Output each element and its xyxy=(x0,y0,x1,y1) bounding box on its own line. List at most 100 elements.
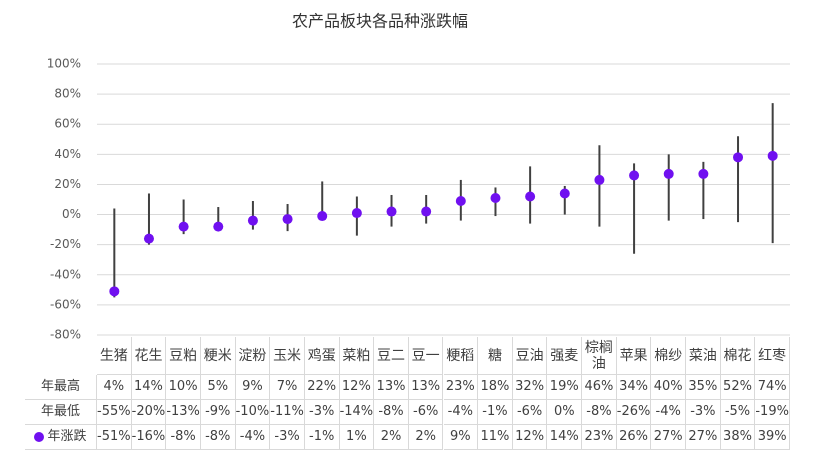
table-value: 18% xyxy=(478,375,513,400)
table-value: 23% xyxy=(443,375,479,400)
change-dot xyxy=(698,168,709,179)
category-label: 棉纱 xyxy=(651,337,687,375)
table-value: -8% xyxy=(374,400,409,425)
change-dot xyxy=(109,286,120,297)
category-label: 花生 xyxy=(131,337,167,375)
table-value: -11% xyxy=(270,400,305,425)
table-value: 74% xyxy=(755,375,790,400)
table-value: 40% xyxy=(651,375,687,400)
category-label: 粳稻 xyxy=(443,337,479,375)
change-dot xyxy=(559,188,570,199)
change-dot xyxy=(178,221,189,232)
change-dot xyxy=(663,168,674,179)
table-value: -6% xyxy=(512,400,548,425)
table-value: -16% xyxy=(131,425,167,450)
y-tick-label: 100% xyxy=(47,57,81,71)
change-dot xyxy=(317,211,328,222)
table-value: -1% xyxy=(478,400,513,425)
table-value: 7% xyxy=(270,375,305,400)
category-label: 淀粉 xyxy=(235,337,271,375)
table-value: -8% xyxy=(200,425,236,450)
row-header: 年涨跌 xyxy=(25,425,97,450)
y-tick-label: 60% xyxy=(54,117,81,131)
category-label: 棉花 xyxy=(720,337,756,375)
category-label: 棕榈油 xyxy=(582,337,617,375)
table-value: -4% xyxy=(235,425,271,450)
table-value: 4% xyxy=(97,375,132,400)
category-label: 豆二 xyxy=(374,337,409,375)
change-dot xyxy=(594,174,605,185)
category-label: 苹果 xyxy=(616,337,652,375)
table-value: -4% xyxy=(443,400,479,425)
change-dot xyxy=(282,214,293,225)
table-value: 9% xyxy=(443,425,479,450)
y-tick-label: 80% xyxy=(54,87,81,101)
table-value: 46% xyxy=(582,375,617,400)
chart-title: 农产品板块各品种涨跌幅 xyxy=(292,12,468,31)
table-value: -3% xyxy=(686,400,721,425)
category-label: 豆一 xyxy=(408,337,444,375)
table-value: 12% xyxy=(512,425,548,450)
table-value: 14% xyxy=(547,425,583,450)
table-value: 26% xyxy=(616,425,652,450)
category-label: 生猪 xyxy=(97,337,132,375)
table-value: -26% xyxy=(616,400,652,425)
table-value: 1% xyxy=(339,425,375,450)
table-value: 13% xyxy=(374,375,409,400)
category-label: 强麦 xyxy=(547,337,583,375)
change-dot xyxy=(490,192,501,203)
table-value: -6% xyxy=(408,400,444,425)
legend-label: 年最高 xyxy=(40,379,80,394)
y-tick-label: 20% xyxy=(54,177,81,191)
table-value: -9% xyxy=(200,400,236,425)
row-header: 年最低 xyxy=(25,400,97,425)
change-dot xyxy=(351,208,362,219)
table-value: -5% xyxy=(720,400,756,425)
legend-marker xyxy=(34,432,45,442)
table-value: 19% xyxy=(547,375,583,400)
table-value: 9% xyxy=(235,375,271,400)
category-label: 豆油 xyxy=(512,337,548,375)
y-tick-label: 40% xyxy=(54,147,81,161)
change-dot xyxy=(386,206,397,217)
table-value: 5% xyxy=(200,375,236,400)
table-value: 10% xyxy=(166,375,201,400)
table-value: -55% xyxy=(97,400,132,425)
y-tick-label: -80% xyxy=(50,328,81,342)
change-dot xyxy=(247,215,258,226)
table-value: 12% xyxy=(339,375,375,400)
table-value: -19% xyxy=(755,400,790,425)
legend-label: 年最低 xyxy=(40,404,80,419)
category-label: 菜粕 xyxy=(339,337,375,375)
table-value: 27% xyxy=(686,425,721,450)
y-tick-label: -60% xyxy=(50,297,81,311)
category-label: 菜油 xyxy=(686,337,721,375)
change-dot xyxy=(213,221,224,232)
change-dot xyxy=(733,152,744,163)
change-dot xyxy=(143,233,154,244)
table-value: -3% xyxy=(270,425,305,450)
table-value: 11% xyxy=(478,425,513,450)
table-value: 22% xyxy=(304,375,340,400)
table-value: 13% xyxy=(408,375,444,400)
table-value: 0% xyxy=(547,400,583,425)
y-tick-label: -20% xyxy=(50,237,81,251)
table-value: -20% xyxy=(131,400,167,425)
change-dot xyxy=(629,170,640,181)
table-value: 39% xyxy=(755,425,790,450)
category-label: 豆粕 xyxy=(166,337,201,375)
table-value: 34% xyxy=(616,375,652,400)
table-value: -4% xyxy=(651,400,687,425)
table-value: 2% xyxy=(408,425,444,450)
table-value: 52% xyxy=(720,375,756,400)
table-value: -1% xyxy=(304,425,340,450)
table-value: 32% xyxy=(512,375,548,400)
category-label: 红枣 xyxy=(755,337,790,375)
category-label: 玉米 xyxy=(270,337,305,375)
table-value: -14% xyxy=(339,400,375,425)
change-dot xyxy=(421,206,432,217)
table-value: 38% xyxy=(720,425,756,450)
table-value: -13% xyxy=(166,400,201,425)
